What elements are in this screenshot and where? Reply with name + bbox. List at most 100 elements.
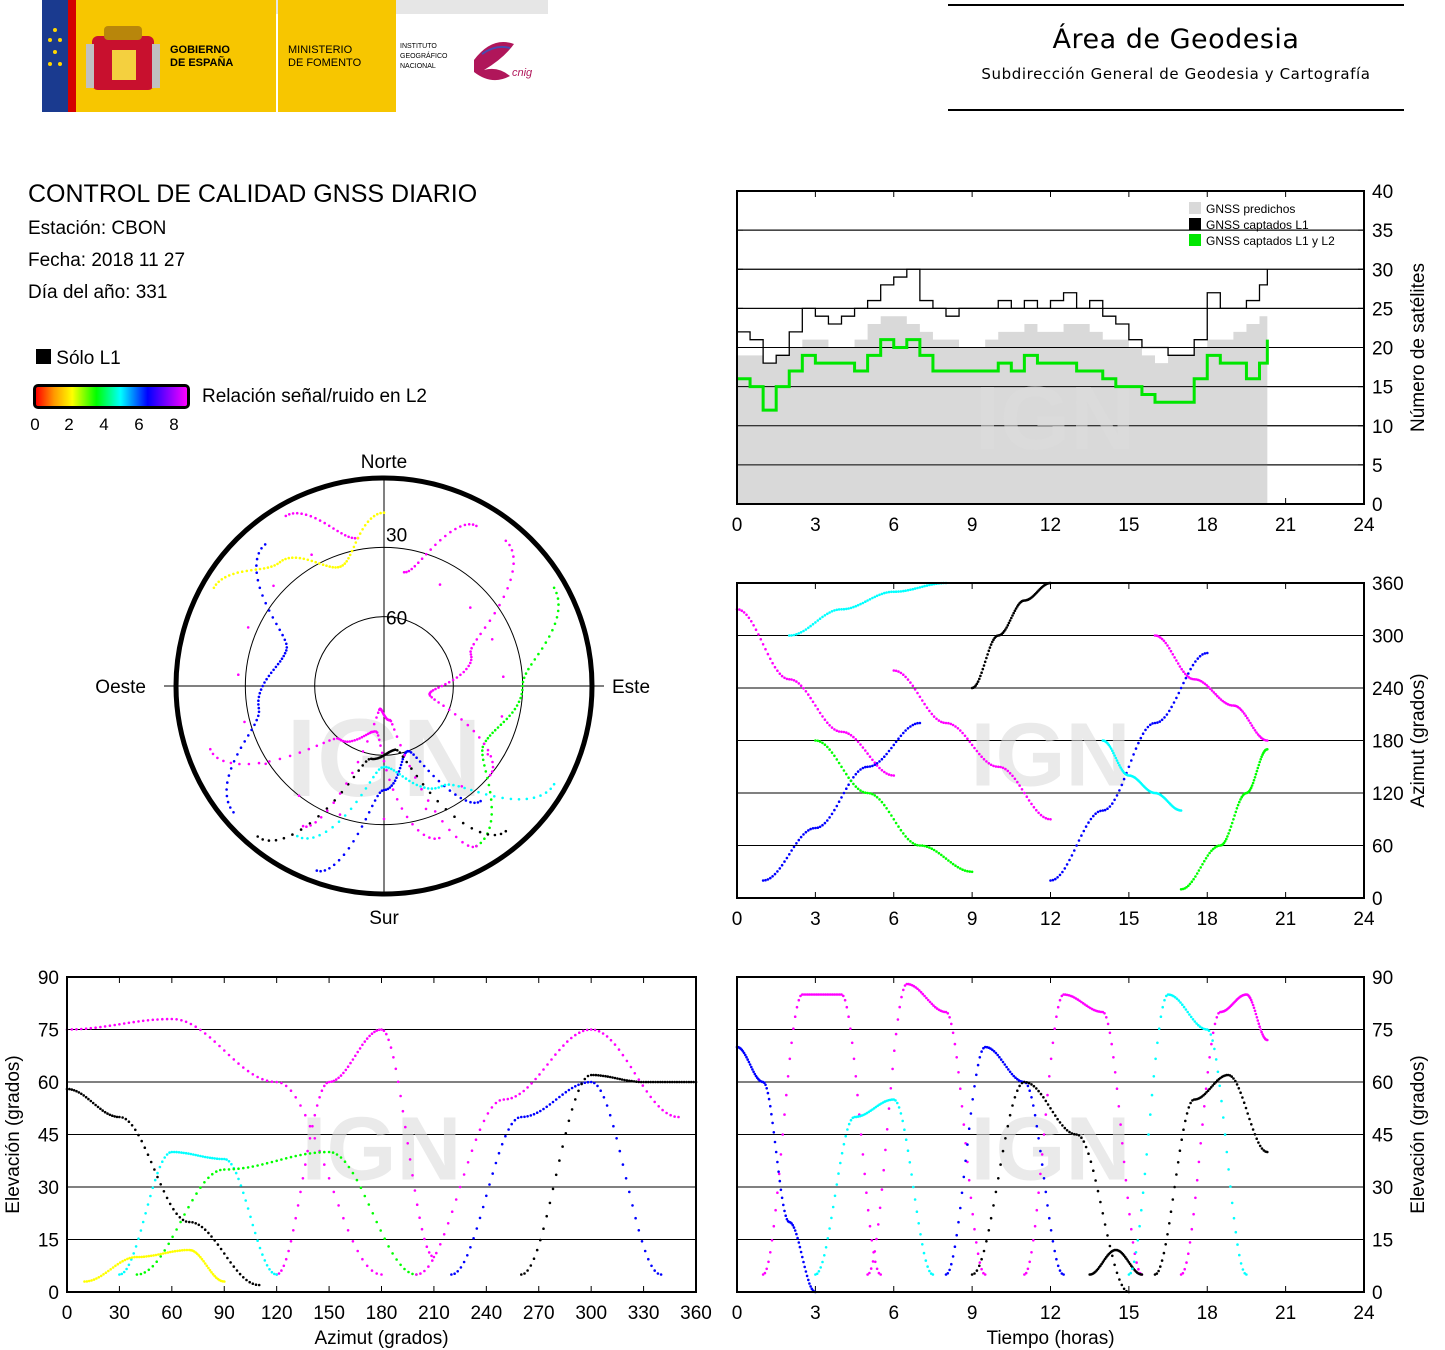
track-point xyxy=(140,1139,143,1143)
track-point xyxy=(247,734,250,737)
track-point xyxy=(94,1026,97,1029)
track-point xyxy=(1161,1005,1164,1009)
track-point xyxy=(1179,809,1183,812)
track-point xyxy=(1159,1265,1162,1268)
track-point xyxy=(926,998,930,1002)
track-point xyxy=(75,1028,78,1031)
track-point xyxy=(142,1255,146,1258)
track-point xyxy=(782,1203,785,1207)
track-point xyxy=(301,824,305,828)
track-point xyxy=(1122,1160,1126,1164)
track-point xyxy=(772,1224,776,1228)
track-point xyxy=(500,715,504,718)
track-point xyxy=(427,769,431,773)
track-point xyxy=(376,512,379,516)
x-tick-label: 15 xyxy=(1118,515,1139,536)
track-point xyxy=(911,723,915,727)
track-point xyxy=(852,605,855,609)
track-point xyxy=(811,993,815,996)
track-point xyxy=(308,1137,312,1140)
track-point xyxy=(171,1235,174,1239)
track-point xyxy=(854,1075,858,1078)
track-point xyxy=(501,796,504,800)
x-tick-label: 0 xyxy=(732,1303,743,1324)
track-point xyxy=(773,872,777,876)
track-point xyxy=(892,818,896,821)
track-point xyxy=(118,1023,121,1026)
track-point xyxy=(140,1255,143,1259)
track-point xyxy=(478,736,481,739)
track-point xyxy=(385,1032,388,1036)
track-point xyxy=(281,633,284,637)
track-point xyxy=(189,1152,193,1156)
track-point xyxy=(304,1163,307,1166)
track-point xyxy=(885,1128,889,1131)
track-point xyxy=(1237,1087,1241,1090)
track xyxy=(520,1073,698,1276)
track xyxy=(83,1248,226,1283)
track-point xyxy=(817,1270,821,1273)
track-point xyxy=(1210,849,1213,853)
track-point xyxy=(1054,1114,1057,1117)
track-point xyxy=(1014,1076,1017,1079)
track-point xyxy=(540,647,544,650)
track-point xyxy=(436,799,440,803)
track-point xyxy=(137,1020,140,1023)
track-point xyxy=(297,794,301,797)
track-point xyxy=(165,1196,169,1200)
track-point xyxy=(918,695,922,699)
track-point xyxy=(766,1091,770,1095)
track-point xyxy=(439,538,442,542)
track-point xyxy=(910,1173,913,1176)
track-point xyxy=(913,843,917,846)
track-point xyxy=(364,760,368,763)
track-point xyxy=(491,1172,495,1175)
track-point xyxy=(769,876,772,880)
track-point xyxy=(401,757,405,761)
track-point xyxy=(367,758,371,761)
track-point xyxy=(391,723,394,726)
track-point xyxy=(1199,866,1202,869)
track-point xyxy=(1188,1013,1191,1016)
track-point xyxy=(1122,777,1126,781)
track-point xyxy=(773,665,777,669)
track-point xyxy=(1260,1147,1264,1150)
track-point xyxy=(596,1084,599,1088)
track-point xyxy=(944,1010,948,1014)
track-point xyxy=(513,707,517,711)
track-point xyxy=(1197,1160,1201,1164)
track-point xyxy=(1020,1081,1024,1085)
track-point xyxy=(985,656,988,660)
legend-label: GNSS predichos xyxy=(1206,202,1295,216)
track-point xyxy=(788,1057,792,1061)
track-point xyxy=(777,1172,781,1176)
track-point xyxy=(165,1153,169,1156)
track-point xyxy=(634,1216,637,1220)
track-point xyxy=(183,1213,186,1216)
track-point xyxy=(1226,835,1229,838)
track-point xyxy=(1179,1273,1183,1276)
track-point xyxy=(769,1104,772,1108)
track-point xyxy=(394,1067,398,1071)
sky-track xyxy=(225,543,289,814)
track-point xyxy=(539,794,542,797)
track-point xyxy=(476,801,480,804)
track-point xyxy=(628,1079,631,1083)
track-point xyxy=(250,728,253,732)
track-point xyxy=(942,855,945,859)
track-point xyxy=(532,1257,536,1260)
track-point xyxy=(393,728,396,731)
track-point xyxy=(486,833,490,836)
track-point xyxy=(323,521,327,525)
x-tick-label: 30 xyxy=(109,1303,130,1324)
track-point xyxy=(973,1085,976,1088)
track-point xyxy=(978,1264,981,1268)
track-point xyxy=(898,1005,901,1009)
track-point xyxy=(792,1027,795,1030)
track-point xyxy=(251,1165,255,1168)
track-point xyxy=(947,721,950,725)
track-point xyxy=(1209,1086,1213,1089)
x-tick-label: 15 xyxy=(1118,909,1139,930)
track-point xyxy=(890,746,893,750)
track-point xyxy=(438,583,442,586)
